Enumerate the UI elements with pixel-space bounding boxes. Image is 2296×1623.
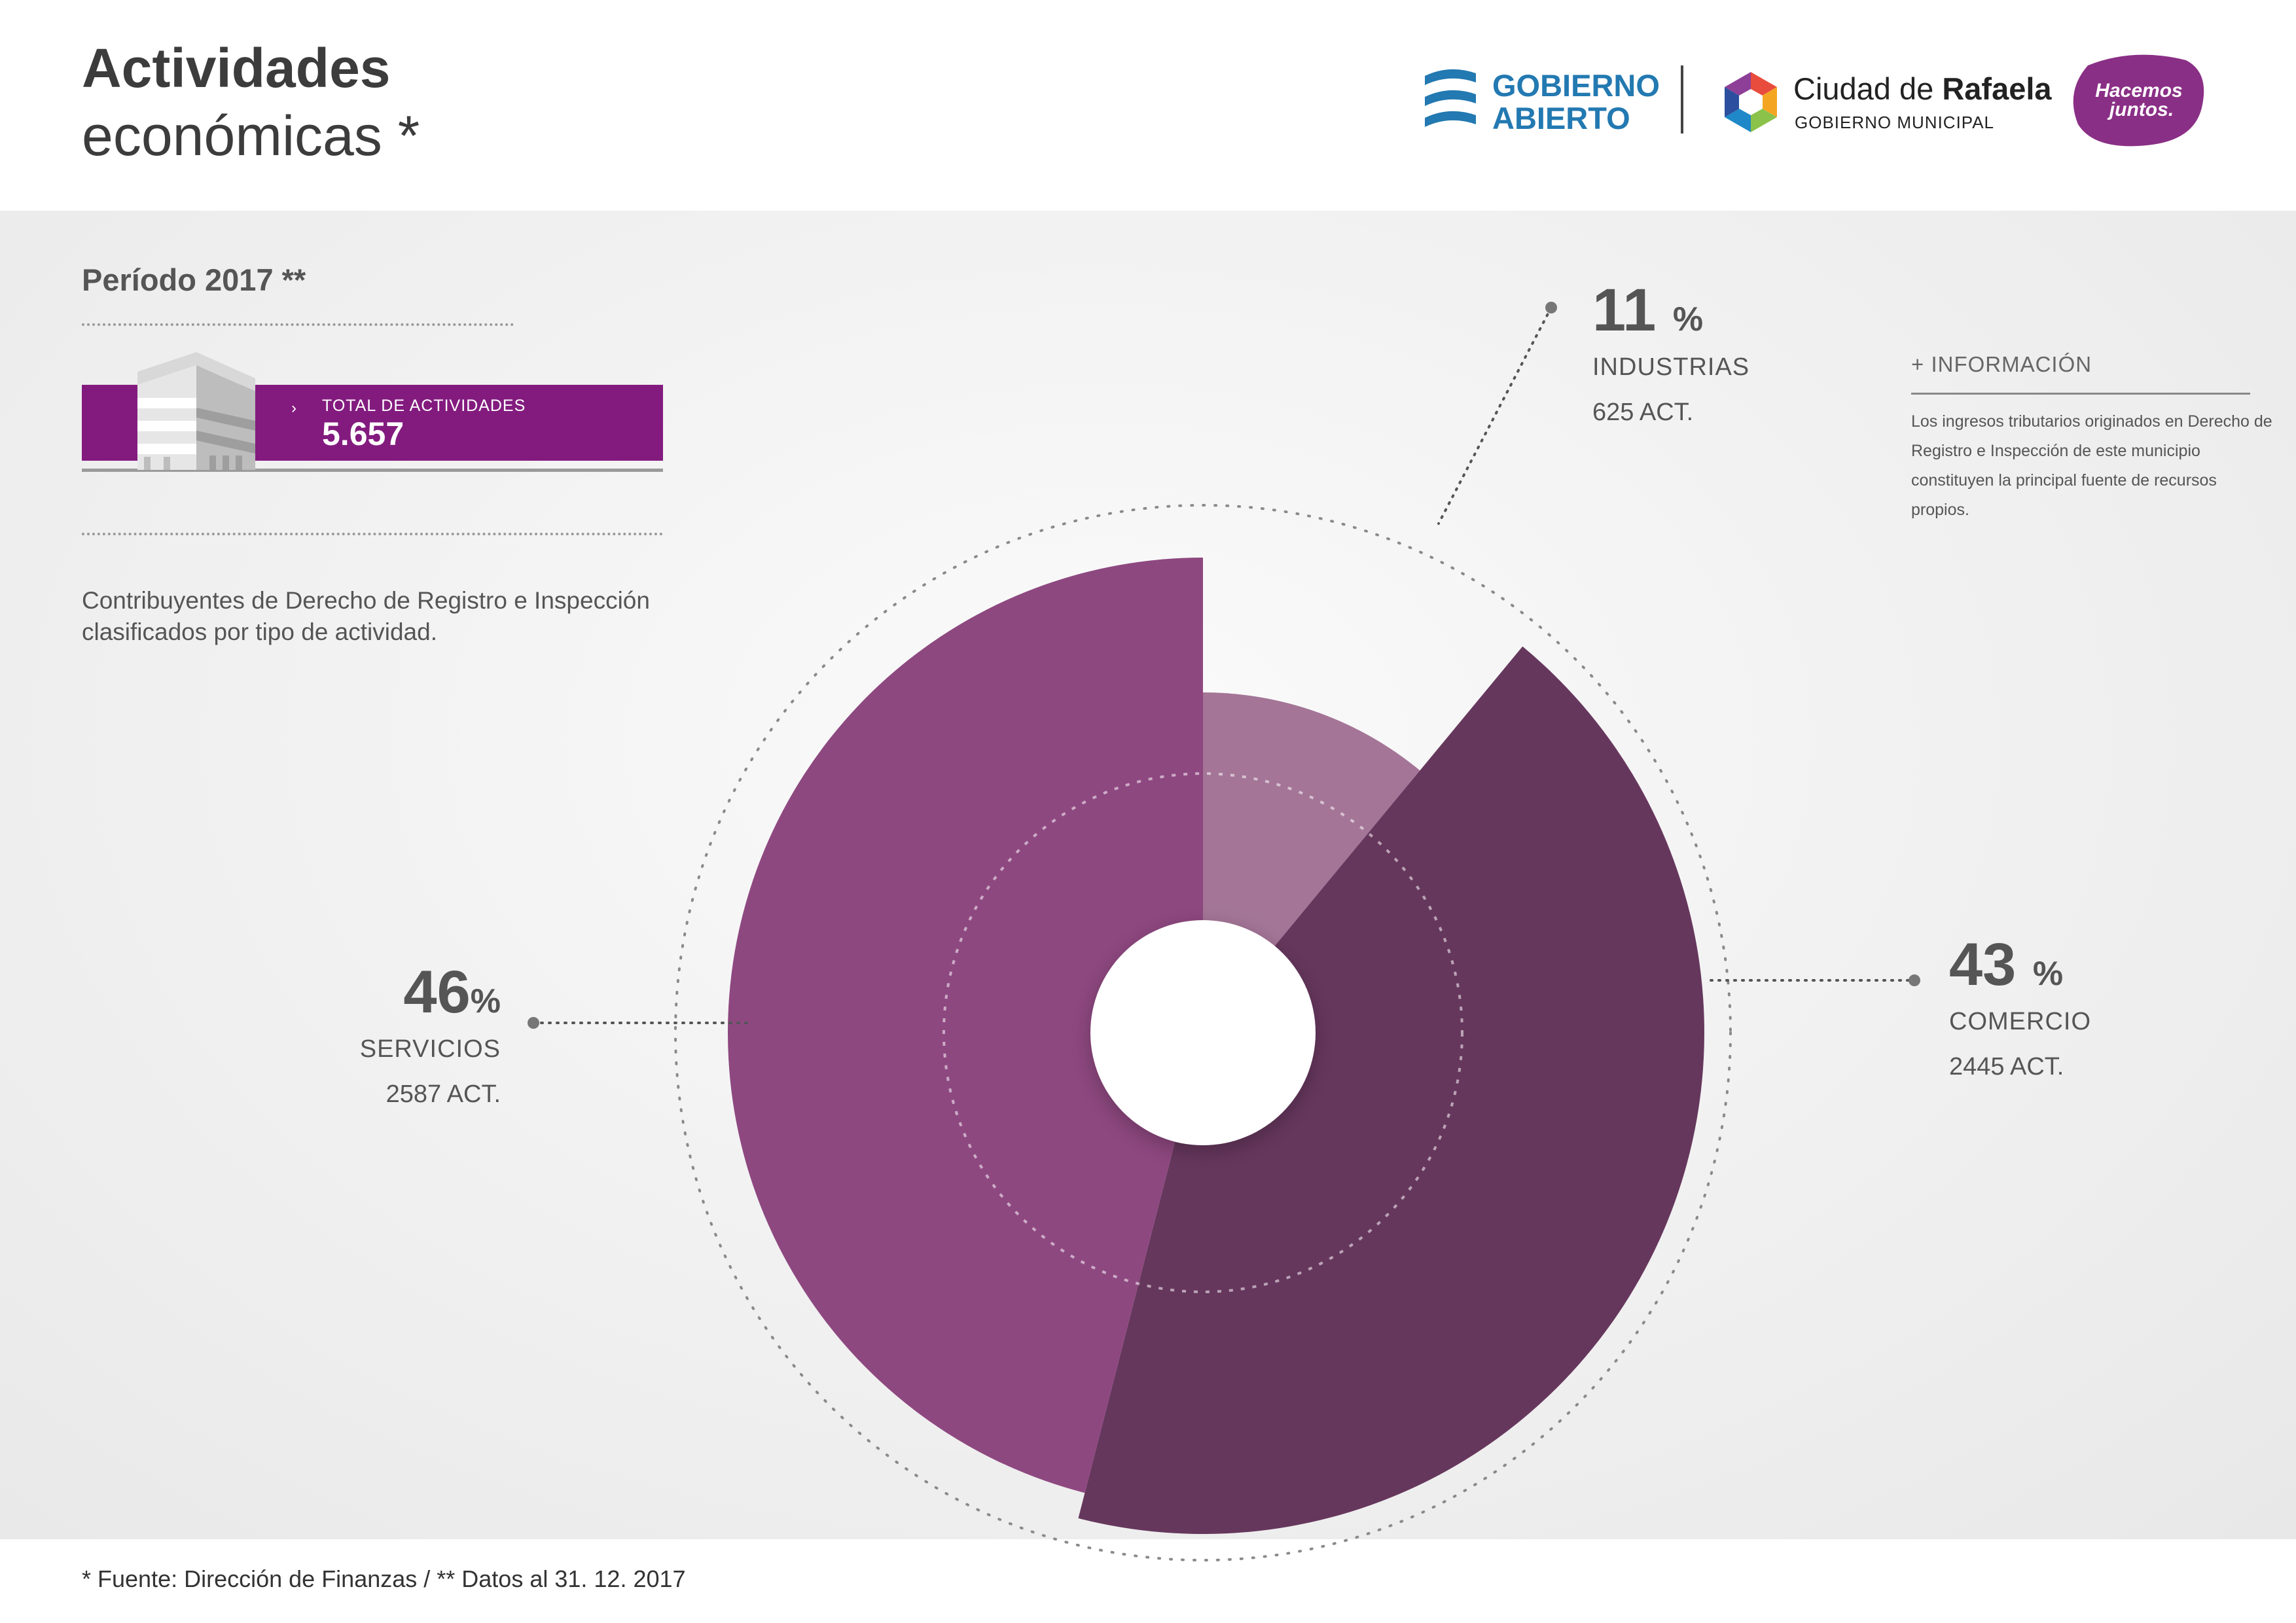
gobierno-abierto-icon: [1425, 69, 1476, 127]
logo-separator: [1681, 65, 1683, 134]
chevron-right-icon: ›: [291, 399, 296, 417]
period-label: Período 2017 **: [82, 262, 306, 297]
info-heading: + INFORMACIÓN: [1911, 352, 2092, 376]
gobierno-abierto-text-2: ABIERTO: [1492, 100, 1630, 135]
inner-dotted-ring: [942, 772, 1463, 1293]
chart-description: Contribuyentes de Derecho de Registro e …: [82, 587, 650, 645]
hacemos-text-2: juntos.: [2107, 99, 2174, 120]
label-industrias: 11 % INDUSTRIAS 625 ACT.: [1592, 280, 1749, 427]
ciudad-rafaela-logo: Ciudad de Rafaela GOBIERNO MUNICIPAL: [1718, 65, 2058, 137]
leader-dot-servicios: [528, 1017, 539, 1029]
pct-symbol-comercio: %: [2032, 955, 2064, 993]
leader-dot-comercio: [1909, 974, 1920, 986]
ciudad-subtitle: GOBIERNO MUNICIPAL: [1795, 113, 1995, 132]
hacemos-juntos-logo: Hacemos juntos.: [2068, 52, 2209, 151]
total-label: TOTAL DE ACTIVIDADES: [322, 397, 526, 415]
page-title: Actividades: [82, 37, 391, 99]
pie-center-hole: [1090, 920, 1316, 1145]
cat-comercio: COMERCIO: [1949, 1008, 2091, 1035]
hacemos-text-1: Hacemos: [2095, 80, 2182, 101]
count-servicios: 2587 ACT.: [386, 1080, 501, 1108]
leader-dot-industrias: [1545, 302, 1557, 313]
pct-comercio: 43: [1949, 931, 2017, 998]
header: Actividades económicas * GOBIERNO ABIERT…: [0, 0, 2296, 211]
gobierno-abierto-logo: GOBIERNO ABIERTO: [1424, 65, 1666, 137]
pct-servicios: 46: [403, 959, 471, 1026]
building-icon: [137, 352, 255, 470]
pct-symbol-industrias: %: [1672, 300, 1704, 338]
pct-industrias: 11: [1592, 277, 1657, 344]
hexagon-logo-icon: [1725, 72, 1777, 132]
pie-slice-servicios: [727, 558, 1203, 1493]
hacemos-juntos-blob: Hacemos juntos.: [2073, 54, 2204, 147]
ciudad-prefix: Ciudad de: [1793, 71, 1934, 106]
info-divider: [1911, 393, 2250, 395]
label-servicios: 46% SERVICIOS 2587 ACT.: [327, 962, 501, 1109]
divider-bottom: [82, 533, 663, 535]
total-value: 5.657: [322, 416, 404, 452]
pie-slice-comercio: [1078, 646, 1705, 1535]
leader-line-industrias: [1437, 306, 1552, 525]
divider-top: [82, 323, 514, 326]
count-industrias: 625 ACT.: [1592, 399, 1694, 426]
info-text: Los ingresos tributarios originados en D…: [1911, 412, 2272, 519]
footer-area: [0, 1539, 2296, 1623]
page-title-line2: económicas *: [82, 105, 420, 168]
ciudad-name: Rafaela: [1942, 71, 2052, 106]
count-comercio: 2445 ACT.: [1949, 1053, 2064, 1080]
outer-dotted-ring: [674, 504, 1732, 1561]
total-underline: [82, 469, 663, 472]
cat-industrias: INDUSTRIAS: [1592, 353, 1750, 381]
footer-source: * Fuente: Dirección de Finanzas / ** Dat…: [82, 1565, 686, 1592]
cat-servicios: SERVICIOS: [359, 1035, 501, 1063]
pct-symbol-servicios: %: [470, 982, 501, 1020]
label-comercio: 43 % COMERCIO 2445 ACT.: [1949, 935, 2091, 1081]
gobierno-abierto-text-1: GOBIERNO: [1492, 68, 1660, 103]
